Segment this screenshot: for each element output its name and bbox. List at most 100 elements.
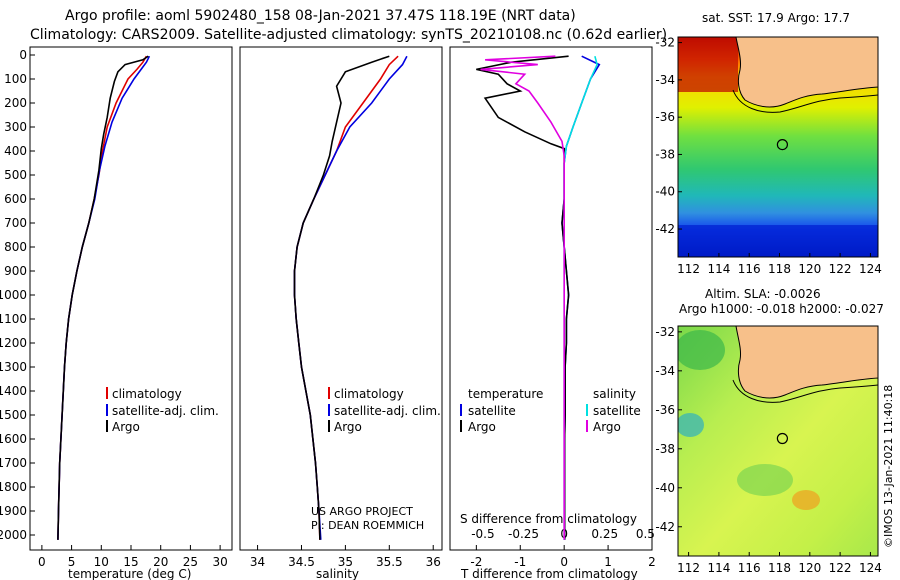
legend-clim-label: climatology (334, 387, 404, 401)
depth-tick-label: 0 (19, 48, 27, 62)
depth-tick-label: 1300 (0, 360, 27, 374)
s-difference-axis-label: S difference from climatology (460, 512, 637, 526)
sla-lat-ticks: -32 -34 -36 -38 -40 -42 (655, 325, 682, 534)
depth-tick-label: 1000 (0, 288, 27, 302)
depth-tick-label: 500 (4, 168, 27, 182)
x-tick-label: 35 (338, 555, 353, 569)
difference-panel: -2 -1 0 1 2 -0.5 -0.25 0 0.25 0.5 T difference f… (449, 46, 656, 580)
series-satellite-adj-clim- (293, 55, 408, 540)
lat-tick-label: -32 (655, 325, 675, 339)
depth-tick-label: 1600 (0, 432, 27, 446)
sst-warm-patch (678, 37, 738, 92)
temperature-panel: 0100200300400500600700800900100011001200… (0, 46, 233, 580)
lat-tick-label: -32 (655, 36, 675, 50)
x-tick-label: 35.5 (376, 555, 403, 569)
header-line-1: Argo profile: aoml 5902480_158 08-Jan-20… (65, 8, 576, 24)
salinity-panel: 34 34.5 35 35.5 36 salinity climatology sate… (239, 46, 443, 580)
sla-isobath (732, 379, 878, 403)
sla-argo-location-marker (776, 432, 789, 445)
legend-clim-label: climatology (112, 387, 182, 401)
depth-tick-label: 200 (4, 96, 27, 110)
legend-argo-label: Argo (112, 420, 140, 434)
difference-plot-frame (449, 46, 653, 551)
difference-legend: temperature salinity satellite Argo sate… (460, 387, 641, 434)
t-difference-ticks: -2 -1 0 1 2 (470, 545, 656, 569)
s-tick-label: 0.5 (636, 527, 655, 541)
depth-tick-label: 2000 (0, 528, 27, 542)
lat-tick-label: -36 (655, 403, 675, 417)
depth-tick-label: 400 (4, 144, 27, 158)
sla-low-patch-2 (678, 413, 704, 437)
t-tick-label: 0 (560, 555, 568, 569)
sla-heatmap (678, 326, 878, 556)
sst-isobath (732, 89, 878, 113)
header-line-2: Climatology: CARS2009. Satellite-adjuste… (30, 27, 667, 43)
x-tick-label: 0 (38, 555, 46, 569)
x-tick-label: 15 (123, 555, 138, 569)
salinity-axis-label: salinity (316, 567, 359, 580)
lat-tick-label: -38 (655, 442, 675, 456)
difference-series (476, 55, 601, 540)
x-tick-label: 20 (153, 555, 168, 569)
legend-salinity-title: salinity (593, 387, 636, 401)
salinity-series (293, 55, 408, 540)
s-tick-label: 0.25 (591, 527, 618, 541)
depth-tick-label: 1900 (0, 504, 27, 518)
lon-tick-label: 122 (829, 262, 852, 276)
lat-tick-label: -40 (655, 185, 675, 199)
project-annotation-1: US ARGO PROJECT (311, 505, 413, 518)
sla-low-patch (678, 330, 725, 370)
legend-s-sat-label: satellite (593, 404, 641, 418)
sst-map-title: sat. SST: 17.9 Argo: 17.7 (702, 11, 850, 25)
legend-sat-label: satellite-adj. clim. (334, 404, 441, 418)
lon-tick-label: 124 (859, 262, 882, 276)
sst-cold-patch (678, 225, 878, 257)
series-s-argo (480, 55, 566, 540)
lon-tick-label: 120 (798, 561, 821, 575)
series-s-satellite (563, 55, 598, 540)
lon-tick-label: 112 (677, 262, 700, 276)
depth-tick-label: 300 (4, 120, 27, 134)
depth-tick-label: 900 (4, 264, 27, 278)
imos-credit: ©IMOS 13-Jan-2021 11:40:18 (882, 385, 895, 548)
x-tick-label: 5 (68, 555, 76, 569)
t-tick-label: 2 (648, 555, 656, 569)
sla-map-panel: Altim. SLA: -0.0026 Argo h1000: -0.018 h… (655, 287, 895, 575)
x-tick-label: 30 (212, 555, 227, 569)
x-tick-label: 34.5 (288, 555, 315, 569)
temperature-series (57, 55, 151, 540)
s-difference-ticks: -0.5 -0.25 0 0.25 0.5 (471, 527, 655, 541)
lat-tick-label: -42 (655, 520, 675, 534)
depth-tick-label: 1700 (0, 456, 27, 470)
lon-tick-label: 114 (707, 262, 730, 276)
sst-argo-location-marker (776, 139, 789, 151)
lon-tick-label: 122 (829, 561, 852, 575)
sla-high-patch (792, 490, 820, 510)
lon-tick-label: 116 (738, 262, 761, 276)
depth-tick-label: 600 (4, 192, 27, 206)
t-difference-axis-label: T difference from climatology (460, 567, 638, 580)
sst-map-frame (677, 36, 879, 258)
sla-lon-ticks: 112 114 116 118 120 122 124 (677, 552, 882, 575)
series-argo (293, 55, 390, 540)
lat-tick-label: -34 (655, 73, 675, 87)
depth-tick-label: 1400 (0, 384, 27, 398)
sst-heatmap (678, 37, 878, 257)
sla-low-patch-3 (737, 464, 793, 496)
project-annotation-2: PI: DEAN ROEMMICH (311, 519, 424, 532)
x-tick-label: 25 (183, 555, 198, 569)
x-tick-label: 10 (94, 555, 109, 569)
t-tick-label: -1 (514, 555, 526, 569)
sla-map-title-2: Argo h1000: -0.018 h2000: -0.027 (679, 302, 884, 316)
sst-lat-ticks: -32 -34 -36 -38 -40 -42 (655, 36, 682, 236)
depth-tick-label: 100 (4, 72, 27, 86)
lon-tick-label: 120 (798, 262, 821, 276)
salinity-ticks: 34 34.5 35 35.5 36 (250, 545, 441, 569)
sla-land (735, 326, 878, 399)
s-tick-label: -0.5 (471, 527, 494, 541)
temperature-ticks: 0 5 10 15 20 25 30 (38, 545, 228, 569)
lat-tick-label: -34 (655, 364, 675, 378)
lon-tick-label: 118 (768, 262, 791, 276)
sla-map-title: Altim. SLA: -0.0026 (705, 287, 821, 301)
